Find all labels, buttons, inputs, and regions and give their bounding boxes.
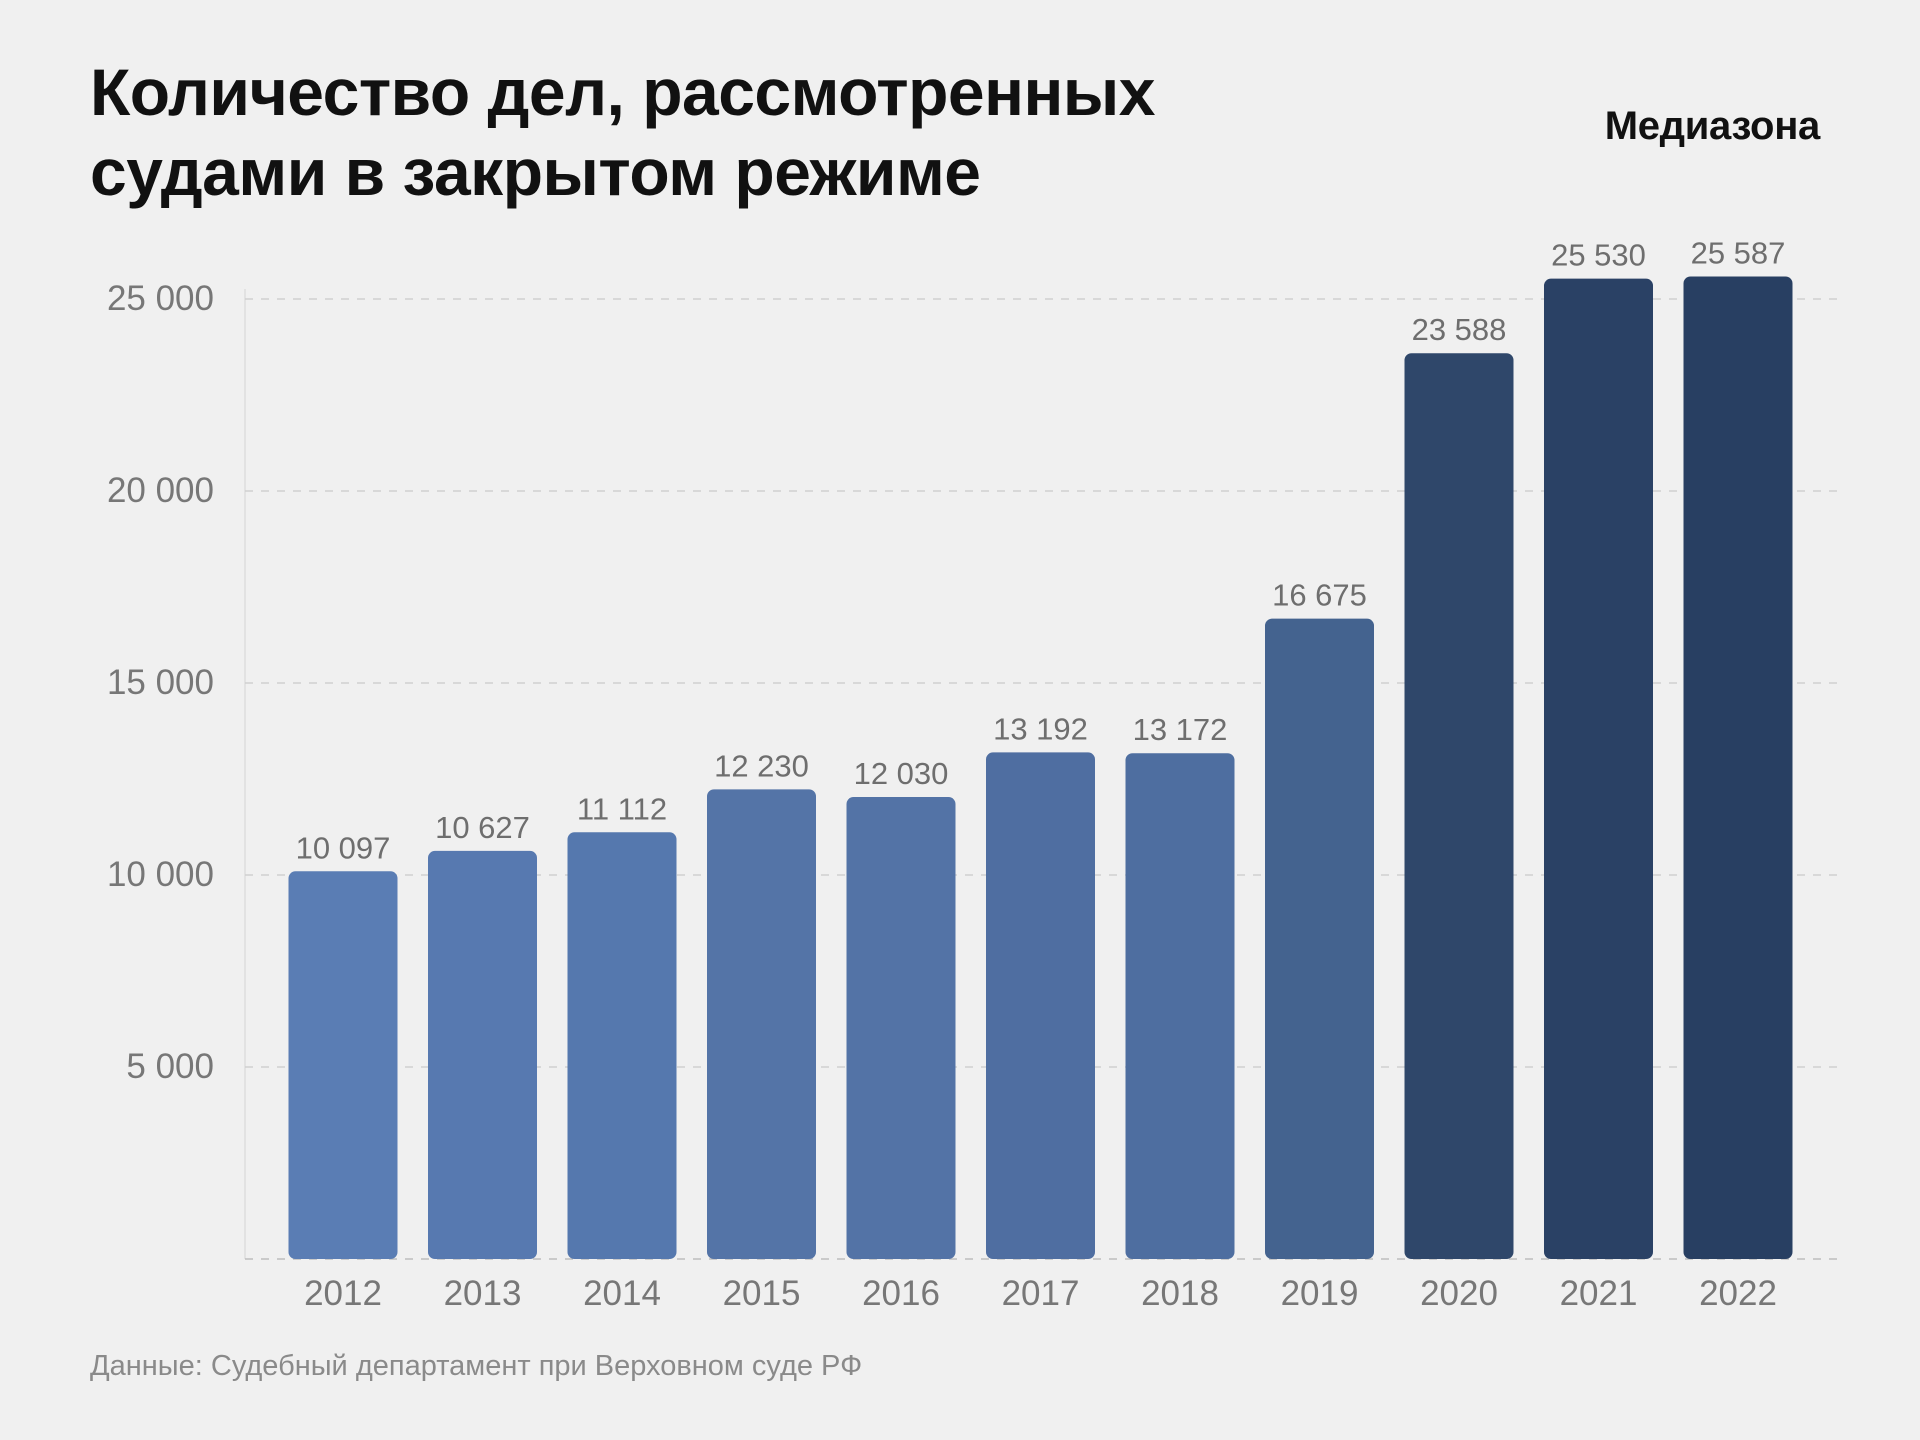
data-label: 23 588 <box>1412 312 1507 347</box>
data-label: 11 112 <box>577 791 667 826</box>
bar <box>1544 278 1653 1259</box>
y-tick-label: 10 000 <box>107 855 214 894</box>
chart-title-line-1: Количество дел, рассмотренных <box>90 55 1155 129</box>
data-label: 12 230 <box>714 748 809 783</box>
bar <box>428 850 537 1259</box>
source-note: Данные: Судебный департамент при Верховн… <box>90 1350 863 1382</box>
x-tick-label: 2021 <box>1560 1274 1638 1313</box>
data-label: 12 030 <box>854 756 949 791</box>
bar <box>986 752 1095 1259</box>
x-tick-label: 2013 <box>444 1274 522 1313</box>
bar <box>1265 618 1374 1259</box>
data-label: 10 627 <box>435 810 530 845</box>
data-label: 16 675 <box>1272 578 1367 613</box>
bar <box>567 832 677 1259</box>
chart-title: Количество дел, рассмотренных судами в з… <box>90 52 1340 212</box>
bar <box>1683 276 1793 1259</box>
y-tick-label: 20 000 <box>107 471 214 510</box>
x-tick-label: 2020 <box>1420 1274 1498 1313</box>
x-tick-label: 2018 <box>1141 1274 1219 1313</box>
x-tick-label: 2017 <box>1002 1274 1080 1313</box>
data-label: 13 192 <box>993 711 1088 746</box>
data-label: 13 172 <box>1133 712 1228 747</box>
y-tick-label: 15 000 <box>107 663 214 702</box>
brand-logo: Медиазона <box>1604 104 1821 148</box>
y-tick-label: 5 000 <box>126 1047 214 1086</box>
bar <box>846 797 956 1259</box>
bar <box>1404 353 1514 1259</box>
data-label: 25 587 <box>1691 235 1786 270</box>
data-label: 10 097 <box>296 830 391 865</box>
x-tick-label: 2022 <box>1699 1274 1777 1313</box>
data-label: 25 530 <box>1551 238 1646 273</box>
x-tick-label: 2015 <box>723 1274 801 1313</box>
x-tick-label: 2014 <box>583 1274 661 1313</box>
bar <box>1125 753 1235 1259</box>
y-tick-label: 25 000 <box>107 279 214 318</box>
bar <box>707 789 816 1259</box>
x-tick-label: 2016 <box>862 1274 940 1313</box>
bar <box>288 871 398 1259</box>
chart-title-line-2: судами в закрытом режиме <box>90 135 981 209</box>
x-tick-label: 2019 <box>1281 1274 1359 1313</box>
x-tick-label: 2012 <box>304 1274 382 1313</box>
